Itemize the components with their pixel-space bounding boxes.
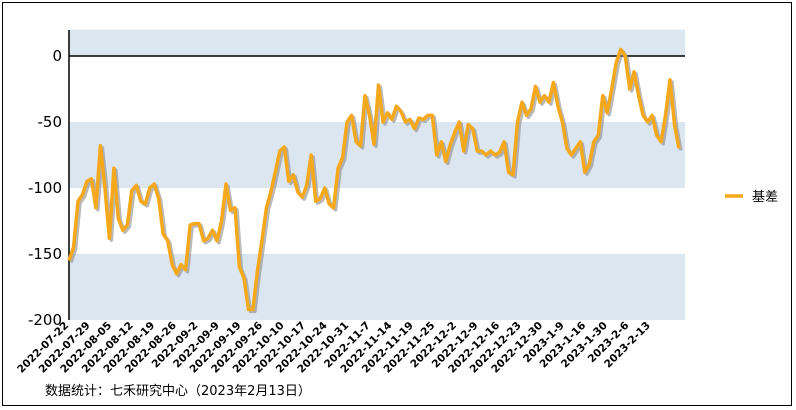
y-tick-label: -150 bbox=[28, 245, 62, 263]
x-axis: 2022-07-222022-07-292022-08-052022-08-12… bbox=[15, 320, 653, 376]
source-note: 数据统计：七禾研究中心（2023年2月13日） bbox=[45, 384, 311, 399]
band-2 bbox=[69, 29, 685, 56]
y-tick-label: -50 bbox=[38, 113, 63, 131]
legend-label: 基差 bbox=[752, 190, 778, 205]
series-line-basis bbox=[67, 47, 681, 312]
series-lines bbox=[67, 47, 683, 314]
y-tick-label: -200 bbox=[28, 311, 62, 329]
legend: 基差 bbox=[725, 190, 778, 205]
background-bands bbox=[69, 29, 685, 320]
band-0 bbox=[69, 254, 685, 320]
line-chart: 0 -50 -100 -150 -200 2022-07-222022-07-29202… bbox=[15, 29, 778, 399]
y-axis: 0 -50 -100 -150 -200 bbox=[28, 47, 62, 329]
y-tick-label: 0 bbox=[52, 47, 62, 65]
chart-frame: 0 -50 -100 -150 -200 2022-07-22 2022-07-29 202… bbox=[2, 2, 792, 406]
y-tick-label: -100 bbox=[28, 179, 62, 197]
